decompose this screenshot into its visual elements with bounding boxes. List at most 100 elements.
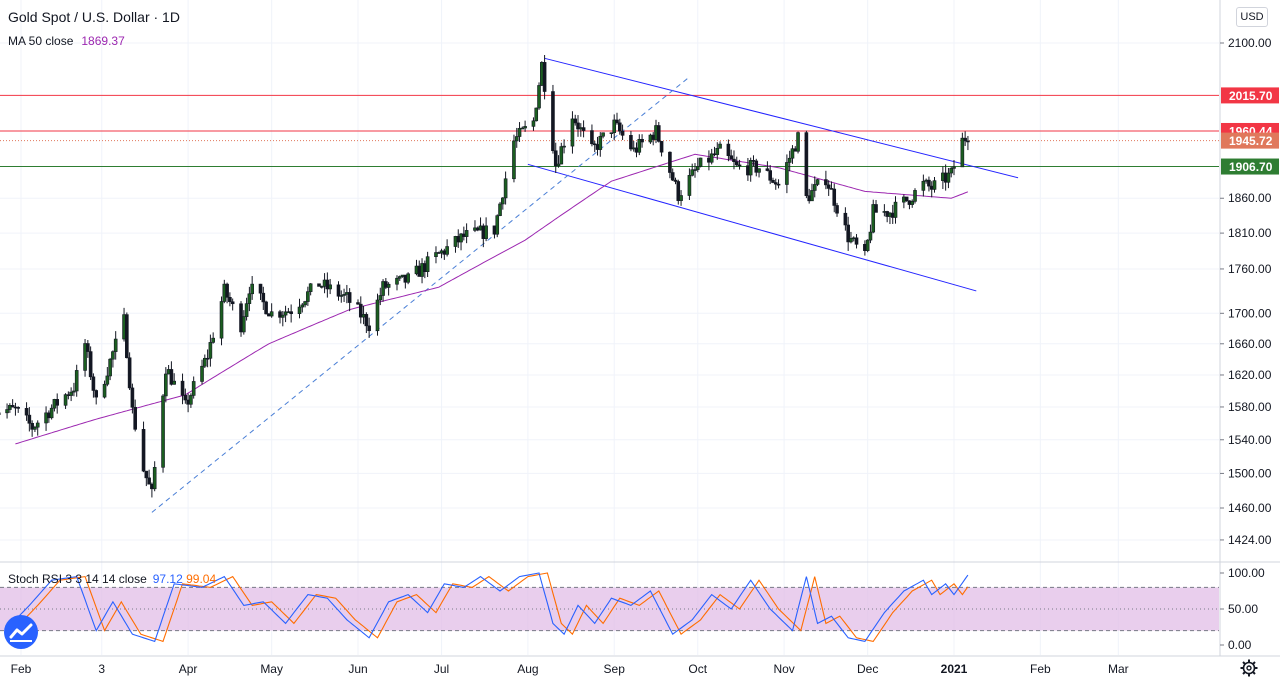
price-tick-label: 1660.00 xyxy=(1228,337,1272,351)
candle-body xyxy=(964,138,967,141)
candle-body xyxy=(518,128,521,136)
candle-body xyxy=(512,141,515,179)
candle-body xyxy=(524,126,527,128)
tradingview-logo-icon[interactable] xyxy=(4,615,38,649)
candle-body xyxy=(922,181,925,190)
candle-body xyxy=(64,395,67,406)
candle-body xyxy=(262,293,265,302)
candle-body xyxy=(582,128,585,131)
time-tick-label: May xyxy=(260,662,283,676)
candle-body xyxy=(192,381,195,395)
candle-body xyxy=(309,284,312,292)
candle-body xyxy=(201,366,204,381)
candle-body xyxy=(248,294,251,304)
time-tick-label: Mar xyxy=(1108,662,1129,676)
candle-body xyxy=(395,278,398,284)
candle-body xyxy=(181,381,184,395)
time-tick-label: Nov xyxy=(773,662,794,676)
price-tick-label: 2100.00 xyxy=(1228,36,1272,50)
candle-body xyxy=(618,123,621,131)
candle-body xyxy=(813,184,816,190)
candle-body xyxy=(281,315,284,317)
candle-body xyxy=(671,173,674,181)
time-tick-label: Dec xyxy=(857,662,878,676)
candle-body xyxy=(259,284,262,293)
candle-body xyxy=(869,232,872,240)
candle-body xyxy=(298,307,301,314)
price-tick-label: 1760.00 xyxy=(1228,262,1272,276)
candle-body xyxy=(485,226,488,239)
candle-body xyxy=(732,159,735,162)
price-tick-label: 1540.00 xyxy=(1228,433,1272,447)
candle-body xyxy=(657,126,660,142)
candle-body xyxy=(251,284,254,294)
candle-body xyxy=(212,338,215,342)
time-tick-label: Oct xyxy=(688,662,707,676)
time-tick-label: 2021 xyxy=(941,662,968,676)
candle-body xyxy=(95,390,98,397)
candle-body xyxy=(738,165,741,166)
candle-body xyxy=(265,302,268,314)
candle-body xyxy=(131,388,134,407)
price-tick-label: 1424.00 xyxy=(1228,533,1272,547)
candle-body xyxy=(496,216,499,235)
stoch-tick-label: 50.00 xyxy=(1228,602,1258,616)
gear-icon[interactable] xyxy=(1240,659,1258,677)
time-tick-label: 3 xyxy=(98,662,105,676)
candle-body xyxy=(6,410,9,413)
candle-body xyxy=(574,119,577,123)
candle-body xyxy=(730,156,733,159)
candle-body xyxy=(560,147,563,164)
candle-body xyxy=(833,189,836,205)
candle-body xyxy=(668,152,671,172)
candle-body xyxy=(17,407,20,408)
time-tick-label: Apr xyxy=(179,662,198,676)
candle-body xyxy=(189,395,192,404)
level-price-label: 1906.70 xyxy=(1229,160,1273,174)
candle-body xyxy=(816,180,819,185)
candle-body xyxy=(797,133,800,152)
candle-body xyxy=(379,296,382,300)
candle-body xyxy=(961,138,964,167)
candle-body xyxy=(209,342,212,358)
candle-body xyxy=(184,395,187,400)
time-tick-label: Feb xyxy=(1030,662,1051,676)
candle-body xyxy=(75,370,78,391)
candle-body xyxy=(785,162,788,184)
currency-badge[interactable]: USD xyxy=(1236,7,1268,27)
candle-body xyxy=(270,312,273,316)
candle-body xyxy=(696,166,699,169)
candle-body xyxy=(950,168,953,173)
candle-body xyxy=(128,358,131,388)
candle-body xyxy=(532,121,535,127)
candle-body xyxy=(114,339,117,352)
candle-body xyxy=(426,257,429,272)
candle-body xyxy=(290,312,293,314)
time-tick-label: Feb xyxy=(11,662,32,676)
candle-body xyxy=(699,158,702,166)
stoch-tick-label: 0.00 xyxy=(1228,638,1252,652)
candle-body xyxy=(86,344,89,352)
candle-body xyxy=(153,467,156,488)
candle-body xyxy=(966,141,969,142)
candle-body xyxy=(33,427,36,429)
candle-body xyxy=(616,120,619,123)
stoch-tick-label: 100.00 xyxy=(1228,566,1265,580)
candle-body xyxy=(911,201,914,204)
price-tick-label: 1500.00 xyxy=(1228,466,1272,480)
candle-body xyxy=(446,247,449,255)
candle-body xyxy=(376,300,379,331)
candle-body xyxy=(749,160,752,175)
chart-title: Gold Spot / U.S. Dollar · 1D xyxy=(8,9,180,25)
candle-body xyxy=(228,297,231,301)
candle-body xyxy=(590,131,593,144)
candle-body xyxy=(226,284,229,297)
candle-body xyxy=(329,285,332,289)
candle-body xyxy=(947,173,950,182)
candle-body xyxy=(716,148,719,154)
candle-body xyxy=(365,314,368,325)
time-tick-label: Aug xyxy=(517,662,538,676)
